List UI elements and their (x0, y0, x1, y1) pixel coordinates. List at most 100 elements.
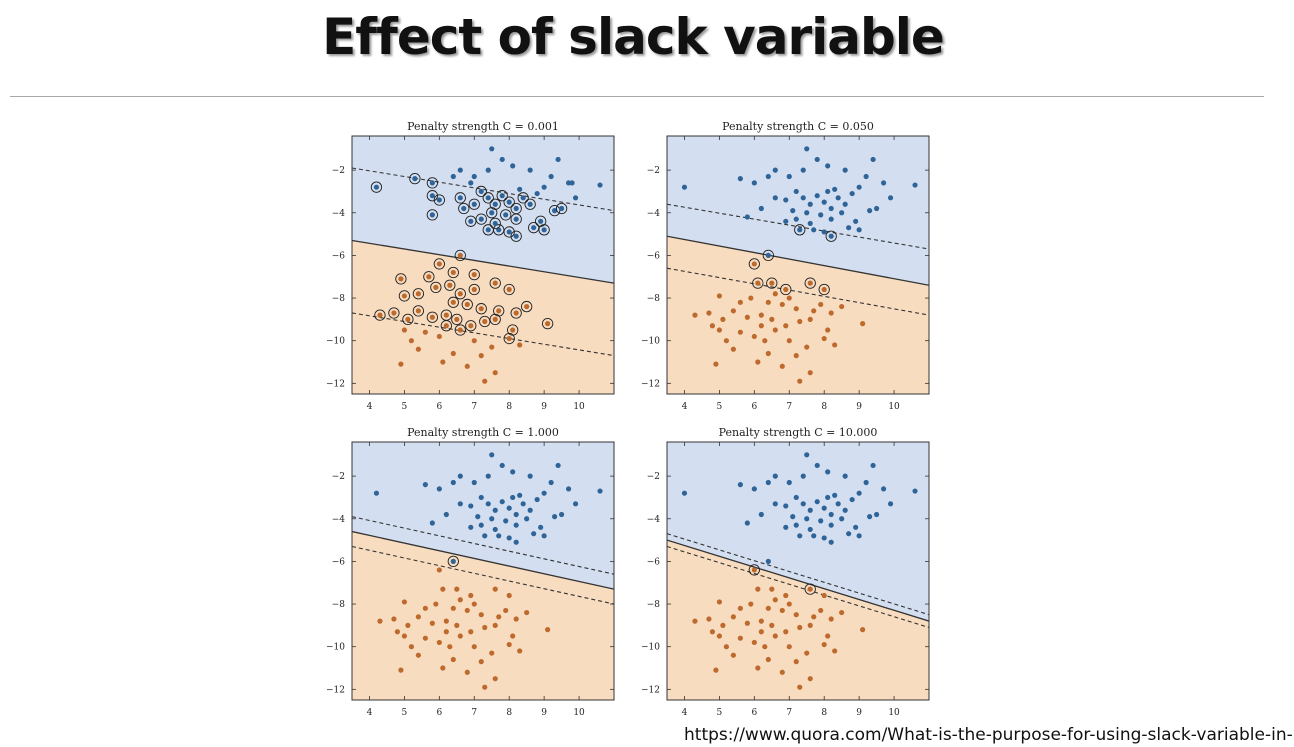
data-point (811, 533, 817, 539)
data-point (443, 618, 449, 624)
support-vector-ring (475, 185, 487, 198)
data-point (408, 338, 414, 344)
support-vector-ring (402, 313, 414, 326)
data-point (457, 633, 463, 639)
support-vector-ring (521, 300, 533, 313)
data-point (531, 531, 537, 537)
data-point (804, 650, 810, 656)
data-point (748, 295, 754, 301)
data-point (737, 605, 743, 611)
support-vector-ring (465, 320, 477, 332)
data-point (527, 507, 533, 513)
data-point (457, 597, 463, 603)
data-point (457, 252, 463, 259)
data-point (807, 526, 813, 533)
data-point (450, 479, 456, 486)
support-vector-ring (409, 172, 421, 185)
data-point (468, 503, 474, 509)
y-tick-label: −8 (332, 600, 346, 610)
data-point (783, 629, 789, 635)
data-point (464, 669, 470, 675)
data-point (828, 233, 834, 239)
data-point (758, 205, 764, 212)
support-vector-ring (423, 271, 435, 283)
data-point (863, 173, 869, 180)
panel-title: Penalty strength C = 0.050 (722, 120, 874, 133)
support-vector-ring (444, 279, 456, 291)
support-vector-ring (433, 258, 445, 270)
data-point (828, 539, 834, 545)
data-point (825, 633, 831, 639)
data-point (765, 558, 771, 565)
data-point (807, 201, 813, 207)
data-point (545, 627, 551, 633)
data-point (506, 199, 512, 205)
data-point (471, 201, 477, 207)
data-point (786, 479, 792, 486)
data-point (814, 156, 820, 163)
data-point (730, 308, 736, 314)
data-point (793, 659, 799, 665)
data-point (517, 648, 523, 654)
data-point (797, 378, 803, 384)
source-link[interactable]: https://www.quora.com/What-is-the-purpos… (684, 725, 1294, 745)
data-point (758, 618, 764, 624)
data-point (436, 197, 442, 203)
data-point (828, 511, 834, 518)
data-point (744, 620, 750, 626)
data-point (401, 327, 407, 333)
data-point (762, 338, 768, 344)
y-tick-label: −10 (641, 337, 660, 347)
x-tick-label: 9 (541, 708, 547, 718)
data-point (520, 195, 526, 201)
data-point (555, 156, 561, 163)
data-point (874, 511, 880, 518)
data-point (415, 346, 421, 352)
data-point (709, 629, 716, 635)
data-point (422, 482, 428, 488)
data-point (482, 533, 488, 539)
y-tick-label: −2 (647, 166, 660, 176)
data-point (779, 607, 785, 614)
margin-line-2 (352, 312, 614, 357)
data-point (513, 511, 519, 518)
x-tick-label: 8 (821, 402, 827, 412)
data-point (478, 306, 484, 312)
data-point (818, 607, 824, 614)
y-tick-label: −10 (326, 337, 345, 347)
data-point (433, 284, 439, 290)
data-point (744, 214, 750, 220)
data-point (373, 184, 380, 190)
data-point (846, 225, 852, 231)
data-point (828, 205, 834, 212)
data-point (856, 227, 862, 233)
data-point (436, 639, 442, 646)
support-vector-ring (489, 313, 501, 326)
data-point (870, 462, 876, 469)
data-point (765, 173, 771, 180)
support-vector-ring (412, 288, 425, 300)
data-point (804, 146, 810, 152)
data-point (807, 676, 813, 682)
boundary-lines (352, 167, 614, 357)
data-point (506, 535, 512, 541)
data-point (394, 629, 401, 635)
data-point (450, 605, 456, 611)
support-vector-ring (503, 196, 515, 208)
data-point (422, 605, 428, 611)
data-point (880, 486, 887, 492)
boundary-lines (352, 516, 614, 605)
x-tick-label: 5 (402, 708, 408, 718)
data-point (804, 210, 810, 216)
y-tick-label: −8 (647, 294, 661, 304)
data-point (758, 511, 764, 518)
data-point (706, 310, 712, 316)
data-point (489, 210, 495, 216)
data-point (443, 312, 449, 318)
data-point (849, 496, 855, 503)
data-point (492, 201, 498, 207)
data-point (548, 173, 554, 180)
data-point (559, 511, 565, 518)
data-point (793, 522, 799, 528)
data-point (818, 518, 824, 524)
